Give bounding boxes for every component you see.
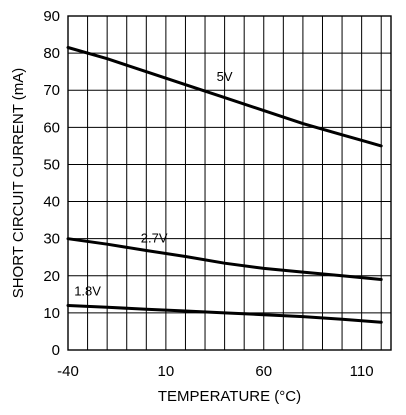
- y-tick-label: 20: [43, 268, 60, 285]
- tick-labels: 0 10 20 30 40 50 60 70 80 90 -40 10 60 110: [43, 8, 373, 380]
- x-tick-label: -40: [57, 363, 79, 380]
- x-tick-label: 60: [255, 363, 272, 380]
- series-labels: 5V 2.7V 1.8V: [74, 69, 233, 299]
- x-tick-label: 110: [350, 363, 374, 380]
- y-tick-label: 60: [43, 119, 60, 136]
- y-tick-label: 80: [43, 45, 60, 62]
- grid: [68, 16, 391, 350]
- y-tick-label: 70: [43, 82, 60, 99]
- y-tick-label: 30: [43, 231, 60, 248]
- series-line-5v: [66, 46, 383, 148]
- series-label-5v: 5V: [217, 69, 233, 84]
- plot-frame: [67, 15, 392, 351]
- y-tick-label: 40: [43, 194, 60, 211]
- y-tick-label: 0: [52, 342, 60, 359]
- x-tick-label: 10: [158, 363, 175, 380]
- y-axis-title: SHORT CIRCUIT CURRENT (mA): [10, 68, 27, 299]
- series-label-1-8v: 1.8V: [74, 283, 101, 298]
- series-label-2-7v: 2.7V: [141, 230, 168, 245]
- series-line-2-7v: [66, 237, 383, 281]
- y-tick-label: 90: [43, 8, 60, 25]
- y-tick-label: 10: [43, 305, 60, 322]
- x-axis-title: TEMPERATURE (°C): [158, 388, 301, 405]
- series-line-1-8v: [66, 304, 383, 324]
- y-tick-label: 50: [43, 156, 60, 173]
- series-lines: [66, 46, 383, 324]
